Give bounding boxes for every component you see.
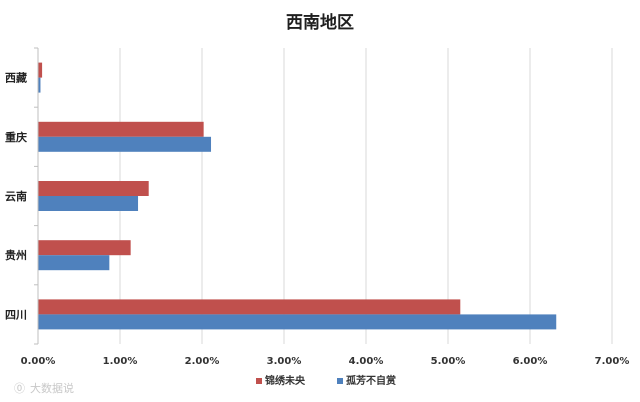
- legend-label: 孤芳不自赏: [346, 374, 396, 387]
- x-tick-label: 6.00%: [513, 356, 548, 367]
- legend-swatch: [256, 378, 262, 384]
- watermark: ⓪ 大数据说: [14, 381, 74, 395]
- x-tick-label: 5.00%: [431, 356, 466, 367]
- x-tick-label: 7.00%: [595, 356, 630, 367]
- watermark-text: 大数据说: [30, 381, 74, 395]
- bar-series-1: [38, 299, 461, 315]
- bar-series-2: [38, 77, 41, 93]
- x-tick-label: 3.00%: [267, 356, 302, 367]
- bar-series-1: [38, 240, 131, 256]
- legend: 锦绣未央 孤芳不自赏: [256, 374, 396, 387]
- chart-title: 西南地区: [286, 12, 354, 33]
- x-tick-label: 4.00%: [349, 356, 384, 367]
- bar-series-2: [38, 314, 557, 330]
- legend-label: 锦绣未央: [265, 374, 306, 387]
- category-label: 贵州: [5, 248, 27, 262]
- category-label: 云南: [5, 189, 27, 203]
- axes: 0.00% 1.00% 2.00% 3.00% 4.00% 5.00% 6.00% 7.00%…: [5, 47, 630, 367]
- bar-series-2: [38, 255, 110, 271]
- legend-swatch: [337, 378, 343, 384]
- bars: [38, 62, 557, 330]
- category-label: 西藏: [5, 71, 27, 85]
- x-tick-label: 1.00%: [103, 356, 138, 367]
- bar-series-1: [38, 121, 204, 137]
- category-label: 重庆: [5, 130, 27, 144]
- bar-series-2: [38, 196, 139, 211]
- x-tick-label: 0.00%: [21, 356, 56, 367]
- bar-series-1: [38, 181, 149, 196]
- bar-series-2: [38, 136, 212, 152]
- bar-series-1: [38, 62, 43, 78]
- watermark-logo-icon: ⓪: [14, 382, 25, 395]
- x-tick-label: 2.00%: [185, 356, 220, 367]
- gridlines: [119, 48, 613, 344]
- category-label: 四川: [5, 308, 27, 321]
